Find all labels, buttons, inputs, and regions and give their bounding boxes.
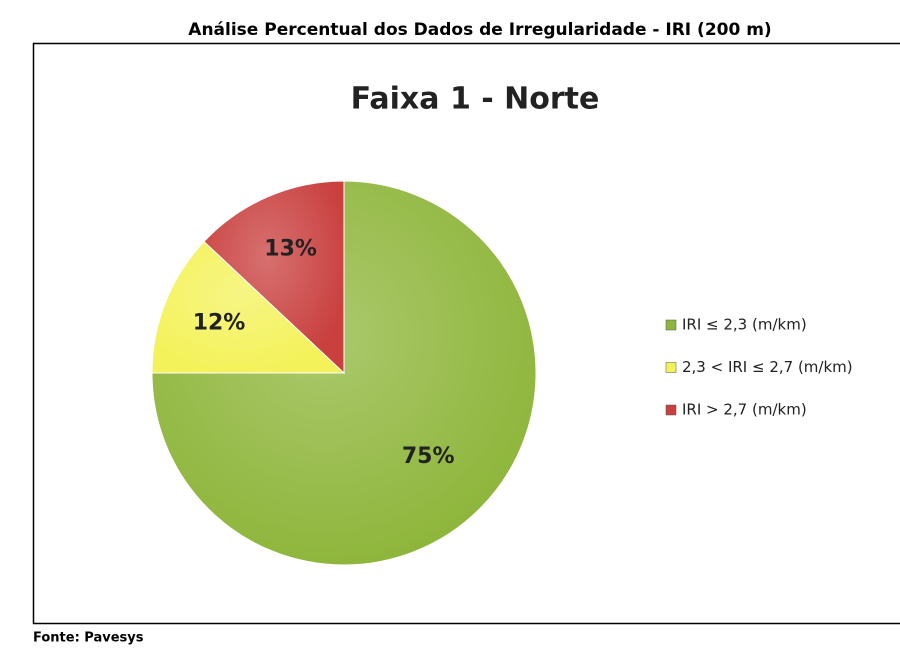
legend-label: IRI > 2,7 (m/km) (682, 401, 807, 419)
chart-title: Faixa 1 - Norte (351, 82, 600, 117)
caption: Análise Percentual dos Dados de Irregula… (188, 20, 771, 40)
legend-swatch (665, 404, 677, 416)
data-label: 13% (264, 237, 317, 262)
data-label: 75% (402, 444, 455, 469)
legend-swatch (665, 362, 677, 373)
pie-slice (151, 240, 346, 374)
pie-slice (151, 180, 537, 566)
legend-label: 2,3 < IRI ≤ 2,7 (m/km) (682, 358, 853, 376)
legend-label: IRI ≤ 2,3 (m/km) (682, 316, 807, 334)
legend-swatch (665, 319, 677, 331)
source: Fonte: Pavesys (33, 631, 144, 646)
data-label: 12% (193, 311, 246, 336)
pie-slice (203, 180, 345, 375)
